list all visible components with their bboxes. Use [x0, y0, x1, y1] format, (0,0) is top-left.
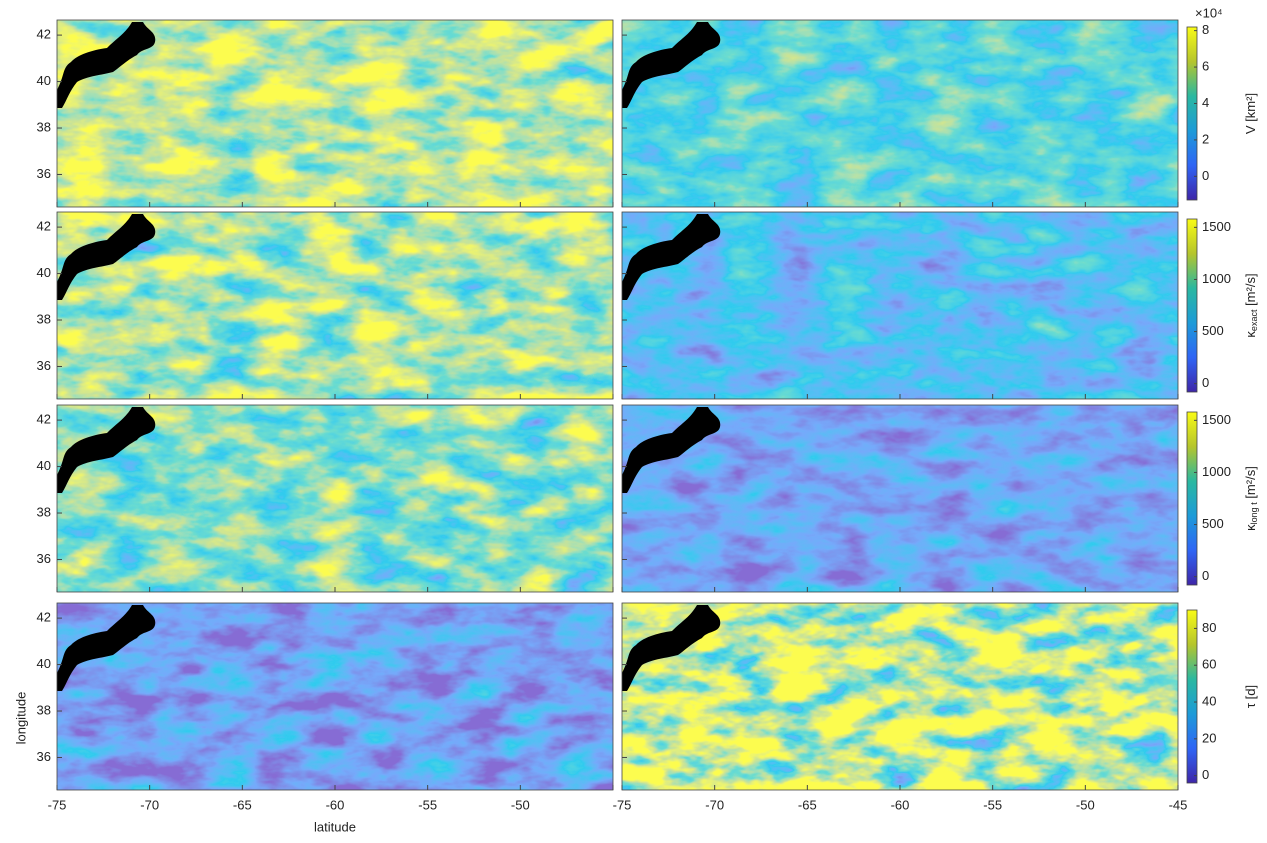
y-tick-label: 40 [37, 458, 51, 473]
x-tick-label: -65 [798, 797, 817, 812]
y-tick-label: 40 [37, 656, 51, 671]
panel: -75 -70 -65 -60 -55 -50 -45 [613, 603, 1188, 812]
label-subscript: exact [1249, 309, 1259, 331]
label-subscript: long t [1249, 502, 1259, 525]
y-tick-label: 42 [37, 27, 51, 42]
colorbar-label: τ [d] [1243, 685, 1258, 708]
x-tick-label: -60 [326, 797, 345, 812]
colorbar-tick-label: 0 [1202, 767, 1209, 782]
label-symbol: V [1243, 125, 1258, 134]
colorbar-label: κexact [m²/s] [1243, 273, 1259, 337]
y-tick-label: 38 [37, 702, 51, 717]
colorbar-tick-label: 1500 [1202, 412, 1231, 427]
colorbar [1187, 610, 1197, 783]
colorbar-tick-label: 40 [1202, 693, 1216, 708]
y-tick-label: 42 [37, 610, 51, 625]
y-tick-label: 40 [37, 73, 51, 88]
label-unit: [d] [1243, 685, 1258, 703]
y-tick-label: 40 [37, 265, 51, 280]
colorbar-label: κlong t [m²/s] [1243, 466, 1259, 531]
y-tick-label: 42 [37, 412, 51, 427]
label-unit: [m²/s] [1243, 273, 1258, 309]
colorbar-tick-label: 1000 [1202, 464, 1231, 479]
figure: longitude latitude 36 38 40 42 0 2 4 6 8 ×10⁴ V [k… [0, 0, 1267, 838]
colorbar-exponent: ×10⁴ [1195, 5, 1223, 20]
x-tick-label: -55 [983, 797, 1002, 812]
colorbar [1187, 219, 1197, 392]
x-tick-label: -75 [48, 797, 67, 812]
colorbar-tick-label: 500 [1202, 323, 1224, 338]
y-tick-label: 38 [37, 119, 51, 134]
y-tick-label: 42 [37, 219, 51, 234]
colorbar [1187, 27, 1197, 200]
x-tick-label: -55 [418, 797, 437, 812]
colorbar-label: V [km²] [1243, 93, 1258, 134]
y-axis-label: longitude [13, 692, 28, 745]
colorbar-tick-label: 0 [1202, 375, 1209, 390]
panel [622, 212, 1178, 399]
panel [622, 20, 1178, 207]
x-tick-label: -70 [705, 797, 724, 812]
x-tick-label: -50 [1076, 797, 1095, 812]
colorbar-tick-label: 60 [1202, 657, 1216, 672]
y-tick-label: 36 [37, 551, 51, 566]
colorbar-tick-label: 8 [1202, 22, 1209, 37]
label-unit: [m²/s] [1243, 466, 1258, 502]
panel: 36 38 40 42 [37, 20, 613, 207]
y-tick-label: 36 [37, 358, 51, 373]
y-tick-label: 36 [37, 166, 51, 181]
colorbar-tick-label: 20 [1202, 730, 1216, 745]
x-axis-label: latitude [314, 819, 356, 834]
colorbar-tick-label: 2 [1202, 131, 1209, 146]
colorbar-tick-label: 80 [1202, 620, 1216, 635]
x-tick-label: -70 [140, 797, 159, 812]
panel: 36 38 40 42 [37, 405, 613, 592]
colorbar-tick-label: 1500 [1202, 219, 1231, 234]
x-tick-label: -45 [1169, 797, 1188, 812]
y-tick-label: 38 [37, 311, 51, 326]
panel [622, 405, 1178, 592]
y-tick-label: 38 [37, 504, 51, 519]
x-tick-label: -65 [233, 797, 252, 812]
y-tick-label: 36 [37, 749, 51, 764]
colorbar-tick-label: 6 [1202, 59, 1209, 74]
panel: 36 38 40 42 -75 -70 -65 -60 -55 -50 [37, 603, 613, 812]
x-tick-label: -75 [613, 797, 632, 812]
colorbar-tick-label: 4 [1202, 95, 1209, 110]
x-tick-label: -60 [891, 797, 910, 812]
colorbar-tick-label: 0 [1202, 568, 1209, 583]
colorbar [1187, 412, 1197, 585]
panel: 36 38 40 42 [37, 212, 613, 399]
colorbar-tick-label: 0 [1202, 168, 1209, 183]
colorbar-tick-label: 500 [1202, 516, 1224, 531]
x-tick-label: -50 [511, 797, 530, 812]
colorbar-tick-label: 1000 [1202, 271, 1231, 286]
label-unit: [km²] [1243, 93, 1258, 126]
